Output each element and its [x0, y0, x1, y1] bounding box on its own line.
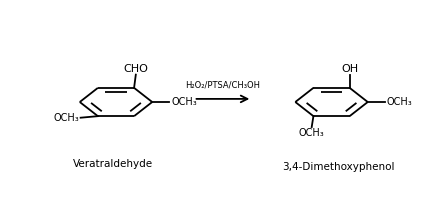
- Text: OCH₃: OCH₃: [53, 113, 79, 123]
- Text: Veratraldehyde: Veratraldehyde: [73, 159, 153, 169]
- Text: CHO: CHO: [123, 64, 148, 74]
- Text: H₂O₂/PTSA/CH₃OH: H₂O₂/PTSA/CH₃OH: [186, 81, 260, 89]
- Text: OCH₃: OCH₃: [299, 128, 324, 138]
- Text: OCH₃: OCH₃: [387, 97, 413, 107]
- Text: OH: OH: [341, 64, 358, 74]
- Text: 3,4-Dimethoxyphenol: 3,4-Dimethoxyphenol: [282, 162, 395, 172]
- Text: OCH₃: OCH₃: [171, 97, 197, 107]
